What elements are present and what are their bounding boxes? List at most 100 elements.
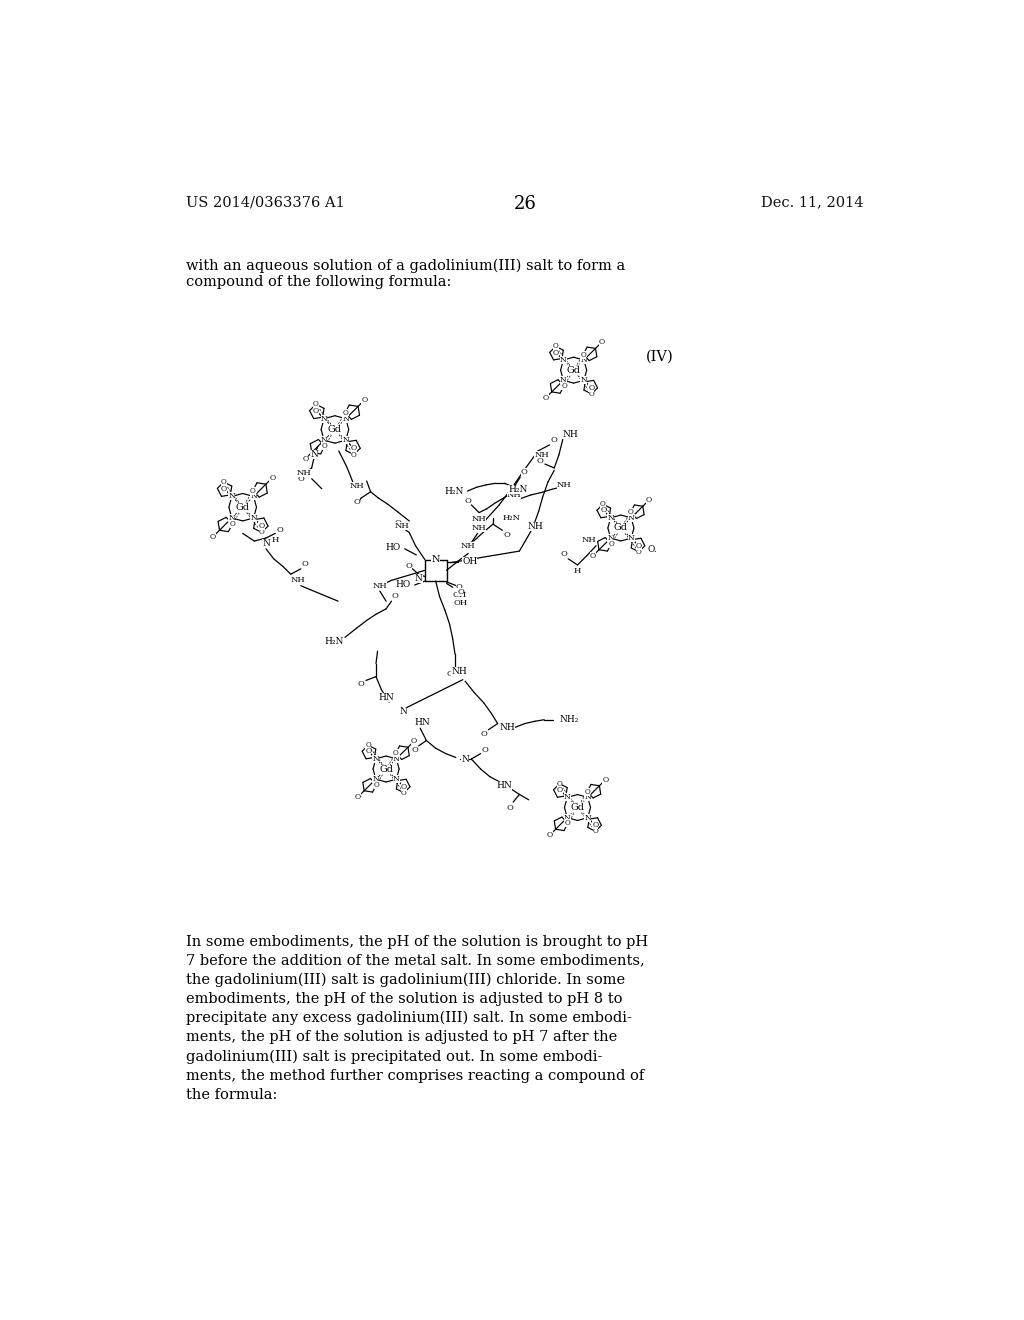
Text: NH: NH bbox=[527, 521, 543, 531]
Text: N: N bbox=[564, 793, 570, 801]
Text: HN: HN bbox=[378, 693, 394, 702]
Text: 26: 26 bbox=[513, 195, 537, 214]
Text: N: N bbox=[461, 755, 469, 763]
Text: NH: NH bbox=[461, 541, 475, 549]
Text: O: O bbox=[342, 409, 348, 417]
Text: O: O bbox=[221, 478, 226, 486]
Text: O: O bbox=[269, 474, 275, 482]
Text: O: O bbox=[457, 587, 464, 595]
Text: H₂N: H₂N bbox=[503, 513, 520, 521]
Text: O: O bbox=[600, 500, 606, 508]
Text: NH: NH bbox=[451, 668, 467, 676]
Text: N: N bbox=[585, 813, 591, 821]
Text: NH: NH bbox=[557, 480, 571, 488]
Text: OH: OH bbox=[454, 599, 468, 607]
Text: NH: NH bbox=[297, 470, 311, 478]
Text: O: O bbox=[602, 776, 608, 784]
Text: N: N bbox=[342, 436, 349, 445]
Text: Gd: Gd bbox=[570, 803, 585, 812]
Text: O: O bbox=[353, 498, 360, 506]
Text: N: N bbox=[228, 513, 236, 521]
Text: O: O bbox=[221, 484, 227, 492]
Text: O: O bbox=[406, 562, 412, 570]
Text: N: N bbox=[310, 450, 317, 458]
Text: O: O bbox=[446, 669, 453, 677]
Text: O: O bbox=[598, 338, 604, 346]
Text: N: N bbox=[321, 436, 328, 445]
Text: N: N bbox=[321, 414, 328, 422]
Text: O: O bbox=[393, 750, 398, 758]
Text: O: O bbox=[357, 680, 364, 688]
Text: O: O bbox=[259, 528, 264, 536]
Text: NH: NH bbox=[507, 491, 521, 499]
Text: O: O bbox=[480, 730, 487, 738]
Text: O: O bbox=[543, 393, 549, 401]
Text: N: N bbox=[342, 414, 349, 422]
Text: H₂N: H₂N bbox=[324, 638, 343, 647]
Text: NH: NH bbox=[291, 576, 305, 583]
Text: O: O bbox=[392, 591, 398, 599]
Text: O: O bbox=[636, 548, 642, 556]
Text: O: O bbox=[585, 788, 590, 796]
Text: H: H bbox=[573, 568, 582, 576]
Text: O: O bbox=[210, 532, 216, 541]
Text: NH: NH bbox=[394, 523, 410, 531]
Text: NH: NH bbox=[499, 723, 515, 731]
Text: O: O bbox=[581, 351, 586, 359]
Text: N: N bbox=[564, 813, 570, 821]
Text: O: O bbox=[537, 457, 544, 465]
Text: O: O bbox=[394, 519, 401, 527]
Text: O: O bbox=[361, 396, 368, 404]
Text: N: N bbox=[262, 539, 270, 548]
Text: NH: NH bbox=[582, 536, 596, 544]
Text: O: O bbox=[560, 550, 567, 558]
Text: O: O bbox=[464, 498, 471, 506]
Text: O: O bbox=[301, 560, 308, 568]
Text: HO: HO bbox=[386, 543, 400, 552]
Text: N: N bbox=[628, 535, 635, 543]
Text: HN: HN bbox=[415, 718, 430, 727]
Text: O: O bbox=[313, 400, 318, 408]
Text: O: O bbox=[600, 507, 606, 515]
Text: Gd: Gd bbox=[328, 425, 342, 434]
Text: O: O bbox=[590, 552, 596, 560]
Text: O: O bbox=[258, 521, 264, 529]
Text: O: O bbox=[313, 407, 319, 414]
Text: O: O bbox=[646, 496, 652, 504]
Text: O: O bbox=[588, 384, 594, 392]
Text: O: O bbox=[302, 455, 308, 463]
Text: O: O bbox=[366, 747, 372, 755]
Text: O: O bbox=[553, 342, 559, 350]
Text: O: O bbox=[520, 467, 527, 475]
Text: OH: OH bbox=[462, 557, 477, 566]
Text: N: N bbox=[607, 535, 614, 543]
Text: O: O bbox=[507, 804, 513, 812]
Text: O: O bbox=[401, 789, 407, 797]
Text: NH: NH bbox=[472, 524, 486, 532]
Text: O: O bbox=[593, 828, 598, 836]
Text: O: O bbox=[482, 746, 488, 754]
Text: O: O bbox=[374, 780, 379, 788]
Text: Gd: Gd bbox=[614, 524, 628, 532]
Text: O: O bbox=[229, 520, 236, 528]
Text: O: O bbox=[456, 583, 463, 591]
Text: O: O bbox=[355, 793, 361, 801]
Text: Gd: Gd bbox=[566, 366, 581, 375]
Text: (IV): (IV) bbox=[646, 350, 674, 363]
Text: NH: NH bbox=[349, 482, 364, 490]
Text: N: N bbox=[560, 376, 566, 384]
Text: N: N bbox=[393, 775, 399, 783]
Text: O: O bbox=[322, 442, 328, 450]
Text: N: N bbox=[250, 513, 257, 521]
Text: H₂N: H₂N bbox=[444, 487, 464, 495]
Text: NH: NH bbox=[472, 515, 486, 523]
Text: O: O bbox=[589, 389, 594, 397]
Text: O: O bbox=[628, 508, 634, 516]
Text: O: O bbox=[250, 487, 256, 495]
Text: O: O bbox=[276, 525, 284, 533]
Text: O.: O. bbox=[647, 545, 657, 554]
Text: N: N bbox=[607, 513, 614, 521]
Text: O: O bbox=[411, 738, 417, 746]
Text: Gd: Gd bbox=[379, 764, 393, 774]
Text: O: O bbox=[547, 832, 553, 840]
